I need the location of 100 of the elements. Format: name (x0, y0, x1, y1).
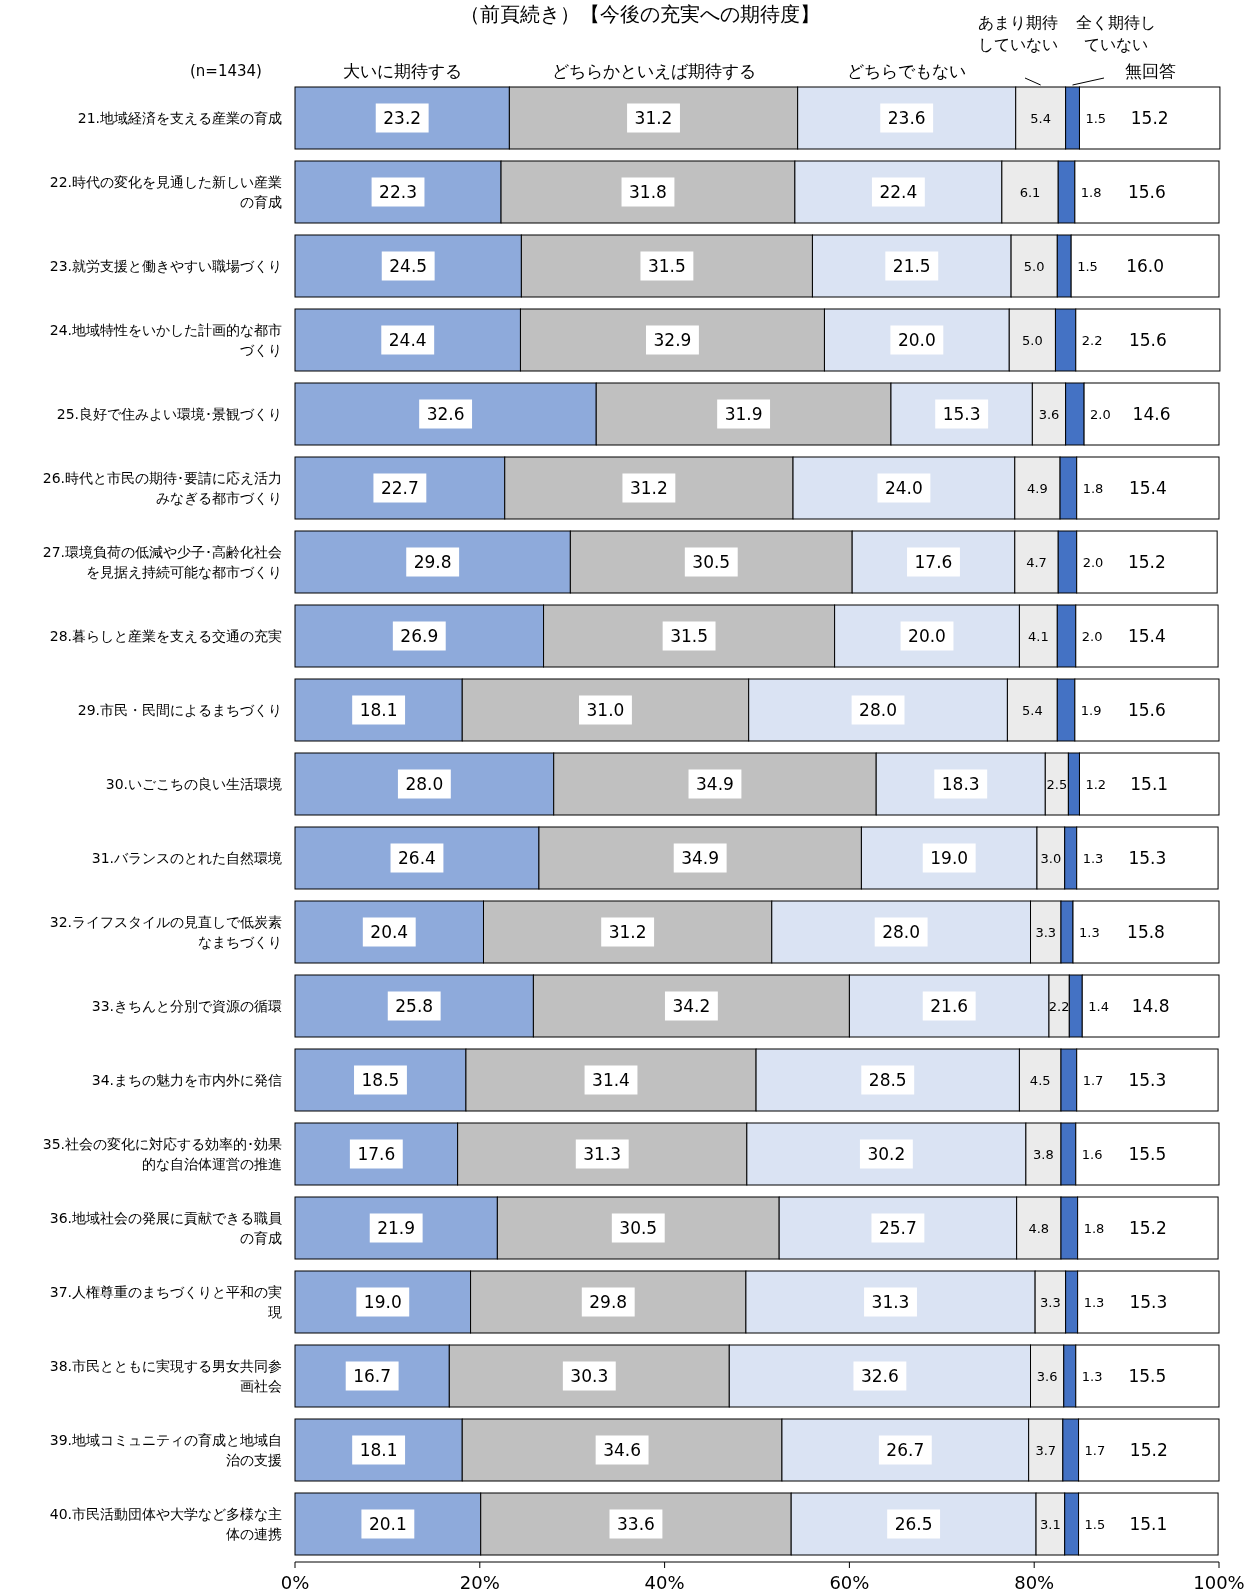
data-label: 21.6 (930, 996, 969, 1016)
data-label: 26.7 (886, 1440, 925, 1460)
data-label: 3.3 (1040, 1294, 1061, 1310)
data-label: 32.9 (653, 330, 692, 350)
data-label: 1.3 (1081, 1368, 1103, 1384)
data-label: 19.0 (930, 848, 969, 868)
y-tick-label: 33.きちんと分別で資源の循環 (91, 998, 282, 1014)
data-label: 3.8 (1033, 1146, 1054, 1162)
data-label: 34.6 (603, 1440, 642, 1460)
data-label: 20.0 (908, 626, 946, 646)
data-label: 2.0 (1081, 628, 1103, 644)
data-label: 1.5 (1084, 1516, 1106, 1532)
data-label: 1.8 (1080, 184, 1102, 200)
data-label: 21.5 (892, 256, 931, 276)
data-label: 15.2 (1128, 1218, 1167, 1238)
y-tick-label: 21.地域経済を支える産業の育成 (77, 110, 282, 126)
data-label: 3.7 (1035, 1442, 1057, 1458)
data-label: 22.3 (379, 182, 417, 202)
x-tick-label: 100% (1193, 1571, 1245, 1589)
data-label: 15.6 (1128, 330, 1167, 350)
data-label: 15.5 (1128, 1366, 1167, 1386)
data-label: 14.8 (1131, 996, 1170, 1016)
series-label: 大いに期待する (342, 61, 462, 81)
data-label: 3.6 (1038, 406, 1060, 422)
data-label: 22.7 (380, 478, 419, 498)
data-label: 2.5 (1046, 776, 1068, 792)
data-label: 4.5 (1029, 1072, 1051, 1088)
y-tick-label: 37.人権尊重のまちづくりと平和の実現 (49, 1284, 282, 1320)
y-tick-label: 24.地域特性をいかした計画的な都市づくり (49, 322, 282, 358)
series-label: どちらかといえば期待する (551, 61, 756, 81)
data-label: 19.0 (363, 1292, 402, 1312)
data-label: 24.0 (884, 478, 923, 498)
data-label: 6.1 (1019, 184, 1041, 200)
data-label: 15.3 (1128, 848, 1167, 868)
data-label: 18.5 (361, 1070, 400, 1090)
data-label: 15.3 (1129, 1292, 1168, 1312)
y-tick-label: 30.いごこちの良い生活環境 (105, 776, 282, 792)
data-label: 15.6 (1128, 182, 1166, 202)
y-tick-label: 38.市民とともに実現する男女共同参画社会 (49, 1358, 282, 1394)
y-tick-label: 27.環境負荷の低減や少子･高齢化社会を見据え持続可能な都市づくり (42, 544, 282, 580)
x-tick-label: 60% (829, 1571, 870, 1589)
data-label: 18.3 (941, 774, 980, 794)
data-label: 4.8 (1028, 1220, 1050, 1236)
y-tick-label: 29.市民・民間によるまちづくり (77, 702, 282, 718)
x-tick-label: 80% (1014, 1571, 1055, 1589)
data-label: 31.0 (586, 700, 625, 720)
data-label: 31.9 (724, 404, 763, 424)
y-tick-label: 35.社会の変化に対応する効率的･効果的な自治体運営の推進 (42, 1136, 282, 1172)
data-label: 31.2 (634, 108, 673, 128)
text: (n=1434) (190, 62, 262, 80)
data-label: 21.9 (377, 1218, 416, 1238)
data-label: 15.3 (1128, 1070, 1167, 1090)
data-label: 15.4 (1128, 626, 1166, 646)
data-label: 5.4 (1022, 702, 1043, 718)
data-label: 28.0 (405, 774, 444, 794)
data-label: 14.6 (1132, 404, 1171, 424)
data-label: 1.3 (1082, 850, 1104, 866)
data-label: 18.1 (359, 700, 398, 720)
data-label: 1.7 (1082, 1072, 1104, 1088)
data-label: 28.0 (859, 700, 897, 720)
data-label: 5.4 (1030, 110, 1052, 126)
data-label: 3.3 (1035, 924, 1057, 940)
data-label: 30.3 (570, 1366, 609, 1386)
data-label: 1.5 (1077, 258, 1098, 274)
data-label: 31.3 (871, 1292, 910, 1312)
data-label: 15.1 (1130, 774, 1169, 794)
data-label: 2.0 (1082, 554, 1104, 570)
data-label: 1.3 (1079, 924, 1100, 940)
data-label: 24.5 (389, 256, 428, 276)
data-label: 31.3 (583, 1144, 622, 1164)
data-label: 2.2 (1048, 998, 1070, 1014)
data-label: 15.2 (1128, 552, 1166, 572)
data-label: 18.1 (359, 1440, 398, 1460)
data-label: 20.0 (897, 330, 936, 350)
legend-label: 無回答 (1124, 61, 1176, 81)
y-tick-label: 26.時代と市民の期待･要請に応え活力みなぎる都市づくり (42, 470, 282, 506)
data-label: 25.8 (395, 996, 434, 1016)
data-label: 3.1 (1040, 1516, 1061, 1532)
data-label: 20.4 (370, 922, 409, 942)
data-label: 1.6 (1081, 1146, 1103, 1162)
data-label: 34.9 (681, 848, 720, 868)
y-tick-label: 28.暮らしと産業を支える交通の充実 (49, 628, 282, 644)
data-label: 31.5 (647, 256, 686, 276)
data-label: 24.4 (388, 330, 427, 350)
series-label: どちらでもない (847, 61, 967, 81)
data-label: 23.2 (383, 108, 422, 128)
data-label: 1.8 (1082, 480, 1104, 496)
y-tick-label: 32.ライフスタイルの見直しで低炭素なまちづくり (49, 914, 282, 950)
data-label: 1.7 (1084, 1442, 1106, 1458)
data-label: 26.5 (894, 1514, 933, 1534)
data-label: 1.5 (1085, 110, 1107, 126)
data-label: 1.8 (1083, 1220, 1105, 1236)
data-label: 25.7 (878, 1218, 917, 1238)
data-label: 4.9 (1027, 480, 1048, 496)
data-label: 4.1 (1028, 628, 1049, 644)
data-label: 15.5 (1128, 1144, 1167, 1164)
data-label: 29.8 (413, 552, 452, 572)
y-tick-label: 22.時代の変化を見通した新しい産業の育成 (49, 174, 282, 210)
data-label: 1.4 (1088, 998, 1109, 1014)
x-tick-label: 20% (459, 1571, 500, 1589)
